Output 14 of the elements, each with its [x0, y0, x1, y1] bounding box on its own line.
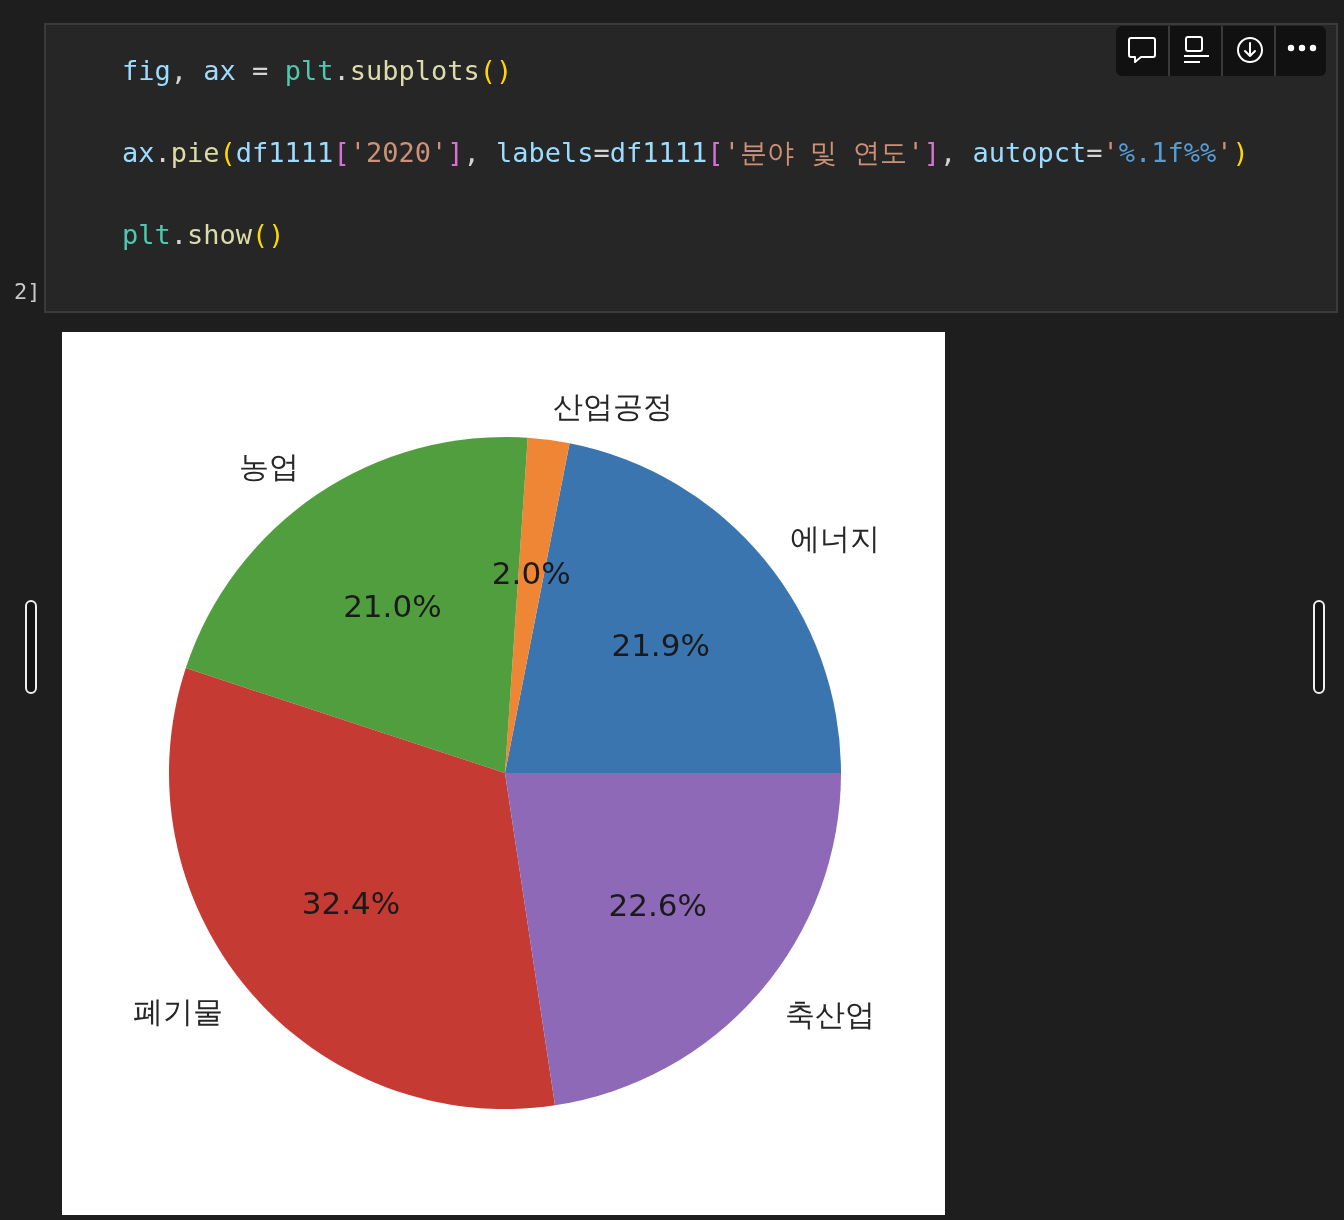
data-label: 2.0% [491, 555, 571, 592]
text: fig, ax = plt.subplots() [122, 55, 513, 86]
text: plt.show() [122, 219, 285, 250]
text: ax.pie(df1111['2020'], labels=df1111['분야 및 연도'], autopct='%.1f%%') [122, 137, 1249, 168]
text: 2] [14, 279, 41, 304]
data-label: 21.0% [343, 587, 442, 624]
slice-label: 산업공정 [553, 389, 674, 425]
slice-label: 축산업 [785, 996, 876, 1032]
slice-label: 에너지 [790, 520, 881, 556]
slice-label: 농업 [238, 448, 299, 484]
data-label: 21.9% [611, 626, 710, 663]
data-label: 22.6% [608, 886, 708, 923]
slice-label: 폐기물 [132, 993, 223, 1029]
data-label: 32.4% [301, 885, 401, 922]
